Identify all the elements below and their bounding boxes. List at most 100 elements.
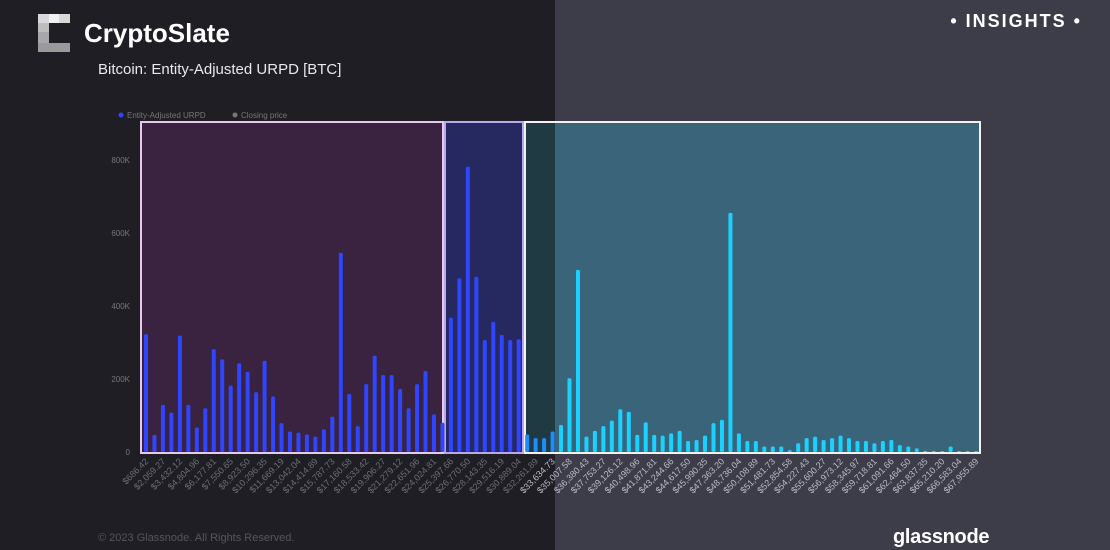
bar — [491, 321, 496, 452]
bar — [550, 431, 555, 452]
bar — [643, 422, 648, 452]
brand-name: CryptoSlate — [84, 18, 230, 48]
y-tick-label: 200K — [111, 375, 130, 384]
y-tick-label: 800K — [111, 156, 130, 165]
bar — [897, 445, 902, 452]
bar — [847, 438, 852, 452]
bar — [703, 435, 708, 452]
bar — [448, 317, 453, 452]
bar — [923, 450, 928, 452]
bar — [931, 450, 936, 452]
bar — [635, 434, 640, 452]
bar — [194, 427, 199, 452]
bar — [855, 441, 860, 452]
bar — [787, 450, 792, 452]
bar — [914, 448, 919, 452]
region-3 — [524, 121, 981, 454]
glassnode-logo: glassnode — [893, 526, 990, 548]
bar — [355, 426, 360, 452]
bar — [406, 408, 411, 452]
bar — [948, 446, 953, 452]
bar — [415, 384, 420, 452]
bar — [609, 420, 614, 452]
bar — [906, 446, 911, 452]
bar — [381, 374, 386, 452]
cryptoslate-logo-icon — [38, 14, 70, 52]
bar — [313, 436, 318, 452]
bar — [957, 451, 962, 452]
bar — [474, 276, 479, 452]
legend-label-closing-price: Closing price — [241, 111, 288, 120]
bar — [304, 434, 309, 452]
bar — [863, 441, 868, 452]
bar — [813, 436, 818, 452]
bar — [584, 436, 589, 452]
bar — [237, 363, 242, 452]
bar — [423, 370, 428, 452]
bar — [203, 408, 208, 452]
bar — [186, 404, 191, 452]
bar — [160, 404, 165, 452]
bar — [262, 360, 267, 452]
bar — [152, 434, 157, 452]
bar — [618, 409, 623, 452]
bar — [559, 424, 564, 452]
bar — [338, 252, 343, 452]
bar — [940, 451, 945, 452]
bar — [592, 430, 597, 452]
bar — [974, 451, 979, 452]
bar — [220, 359, 225, 452]
y-tick-label: 0 — [126, 448, 131, 457]
y-tick-label: 600K — [111, 229, 130, 238]
bar — [830, 438, 835, 452]
bar — [245, 371, 250, 452]
bar — [144, 334, 148, 452]
bar — [516, 339, 521, 452]
bar — [542, 438, 547, 452]
bar — [575, 269, 580, 452]
bar — [525, 434, 530, 452]
bar — [660, 435, 665, 452]
bar — [372, 355, 377, 452]
bar — [279, 423, 284, 452]
bar — [228, 385, 233, 452]
bar — [321, 429, 326, 452]
bar — [965, 451, 970, 452]
legend-label-urpd: Entity-Adjusted URPD — [127, 111, 206, 120]
region-1 — [140, 121, 444, 454]
bar — [364, 384, 369, 452]
bar — [779, 446, 784, 452]
bar — [169, 412, 174, 452]
bar — [872, 443, 877, 452]
bar — [838, 435, 843, 452]
chart-title: Bitcoin: Entity-Adjusted URPD [BTC] — [98, 61, 342, 78]
bar — [753, 441, 758, 452]
bar — [821, 439, 826, 452]
bar — [626, 411, 631, 452]
bar — [686, 441, 691, 452]
region-3-shaded — [526, 123, 555, 452]
bar — [482, 339, 487, 452]
bar — [728, 212, 733, 452]
bar — [398, 388, 403, 452]
bar — [601, 426, 606, 452]
bar — [652, 434, 657, 452]
bar — [669, 433, 674, 452]
bar — [889, 439, 894, 452]
bar — [431, 414, 436, 452]
bar — [508, 339, 513, 452]
bar — [736, 433, 741, 452]
bar — [177, 335, 182, 452]
bar — [499, 334, 504, 452]
copyright: © 2023 Glassnode. All Rights Reserved. — [98, 532, 295, 544]
bar — [271, 396, 276, 452]
bar — [389, 374, 394, 452]
bar — [762, 446, 767, 452]
bar — [347, 393, 352, 452]
bar — [254, 392, 259, 452]
bar — [296, 432, 301, 452]
bar — [694, 439, 699, 452]
legend-dot-closing-price — [232, 112, 238, 118]
bar — [211, 349, 216, 452]
